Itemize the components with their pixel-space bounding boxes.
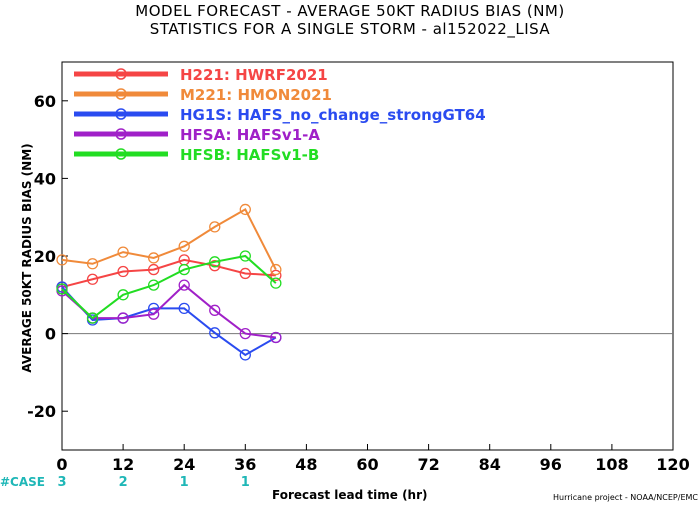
legend-marker xyxy=(115,88,127,100)
legend-label: M221: HMON2021 xyxy=(180,86,332,104)
data-point xyxy=(147,279,160,291)
data-point xyxy=(270,331,282,344)
x-tick-label: 72 xyxy=(417,455,439,474)
x-tick-label: 60 xyxy=(356,455,378,474)
data-point xyxy=(209,256,221,268)
chart-title: MODEL FORECAST - AVERAGE 50KT RADIUS BIA… xyxy=(135,2,565,20)
x-tick-label: 12 xyxy=(112,455,134,474)
data-point xyxy=(56,254,68,266)
series-line xyxy=(61,286,277,357)
case-count-value: 3 xyxy=(57,475,66,490)
x-tick-label: 0 xyxy=(56,455,67,474)
y-tick-label: 60 xyxy=(34,92,56,111)
data-point xyxy=(147,263,160,276)
x-tick-label: 108 xyxy=(595,455,628,474)
data-point xyxy=(86,312,99,324)
legend-label: HG1S: HAFS_no_change_strongGT64 xyxy=(180,106,486,124)
y-tick-label: 0 xyxy=(45,325,56,344)
legend-marker xyxy=(115,148,127,160)
credit-text: Hurricane project - NOAA/NCEP/EMC xyxy=(552,493,698,502)
x-tick-label: 120 xyxy=(656,455,689,474)
data-point xyxy=(178,279,190,291)
y-tick-label: 20 xyxy=(34,247,56,266)
series-line xyxy=(61,283,276,339)
data-point xyxy=(178,302,190,315)
y-tick-label: -20 xyxy=(27,402,56,421)
data-point xyxy=(147,252,160,264)
data-point xyxy=(270,277,282,289)
data-point xyxy=(178,263,190,276)
data-point xyxy=(270,269,282,282)
data-point xyxy=(239,327,251,340)
legend-marker xyxy=(115,68,127,80)
data-point xyxy=(117,246,129,258)
data-point xyxy=(239,349,251,361)
data-point xyxy=(209,260,221,272)
legend-marker xyxy=(115,128,127,140)
data-point xyxy=(239,267,251,280)
data-point xyxy=(270,263,282,276)
data-point xyxy=(86,258,99,270)
case-count-value: 1 xyxy=(180,475,189,490)
data-point xyxy=(239,203,251,216)
x-tick-label: 84 xyxy=(479,455,501,474)
data-point xyxy=(209,304,221,316)
legend-label: H221: HWRF2021 xyxy=(180,66,328,84)
data-point xyxy=(86,273,99,285)
x-tick-label: 96 xyxy=(540,455,562,474)
legend-label: HFSA: HAFSv1-A xyxy=(180,126,320,144)
case-count-value: 1 xyxy=(241,475,250,490)
y-tick-label: 40 xyxy=(34,169,56,188)
case-count-label: #CASE xyxy=(0,475,45,489)
chart-subtitle: STATISTICS FOR A SINGLE STORM - al152022… xyxy=(149,20,551,38)
data-point xyxy=(209,221,221,233)
x-tick-label: 48 xyxy=(295,455,317,474)
data-point xyxy=(117,289,129,301)
data-point xyxy=(56,283,68,295)
data-point xyxy=(147,308,160,320)
case-count-value: 2 xyxy=(119,475,128,490)
x-tick-label: 36 xyxy=(234,455,256,474)
data-point xyxy=(209,327,221,339)
data-point xyxy=(239,250,251,262)
data-point xyxy=(117,265,129,278)
legend-label: HFSB: HAFSv1-B xyxy=(180,146,319,164)
x-axis-label: Forecast lead time (hr) xyxy=(272,488,428,502)
data-point xyxy=(117,312,129,324)
x-tick-label: 24 xyxy=(173,455,195,474)
data-point xyxy=(178,240,190,252)
legend-marker xyxy=(115,108,127,120)
y-axis-label: AVERAGE 50KT RADIUS BIAS (NM) xyxy=(20,143,34,373)
